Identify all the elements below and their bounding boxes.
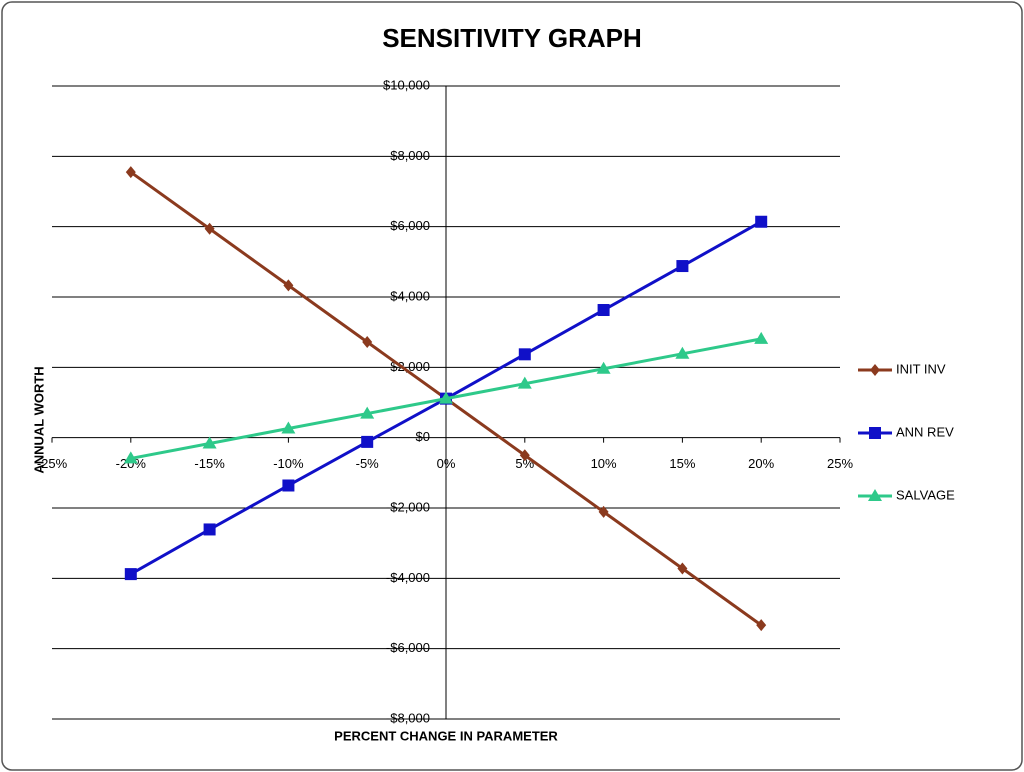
data-point [125, 166, 136, 179]
data-point [360, 406, 375, 419]
data-point [519, 449, 530, 462]
y-tick-label: $2,000 [390, 359, 430, 374]
data-point [596, 361, 611, 374]
y-tick-label: $0 [416, 429, 430, 444]
y-tick-label: -$8,000 [386, 710, 430, 725]
data-point [676, 260, 689, 273]
x-tick-label: 15% [669, 456, 695, 471]
data-point [756, 619, 767, 632]
legend-label: INIT INV [896, 361, 946, 376]
data-point [677, 562, 688, 575]
data-point [439, 391, 453, 404]
data-point [597, 304, 610, 317]
y-tick-label: $8,000 [390, 148, 430, 163]
data-point [517, 376, 532, 389]
x-tick-label: -15% [194, 456, 225, 471]
legend-marker [868, 489, 882, 501]
data-point [283, 279, 294, 292]
y-tick-label: -$6,000 [386, 640, 430, 655]
x-tick-label: 0% [437, 456, 456, 471]
x-tick-label: -5% [356, 456, 380, 471]
data-point [518, 348, 531, 361]
data-point [203, 523, 216, 536]
x-tick-label: 20% [748, 456, 774, 471]
y-tick-label: $10,000 [383, 77, 430, 92]
data-point [755, 215, 768, 228]
data-point [598, 505, 609, 518]
y-tick-label: -$2,000 [386, 499, 430, 514]
y-axis-title: ANNUAL WORTH [31, 366, 46, 473]
x-tick-label: 25% [827, 456, 853, 471]
legend-label: SALVAGE [896, 487, 955, 502]
x-tick-label: -25% [37, 456, 68, 471]
data-point [281, 421, 296, 434]
data-point [675, 346, 690, 359]
x-tick-label: -10% [273, 456, 304, 471]
y-tick-label: $6,000 [390, 218, 430, 233]
legend-label: ANN REV [896, 424, 954, 439]
data-point [362, 336, 373, 349]
y-tick-label: -$4,000 [386, 570, 430, 585]
data-point [124, 568, 137, 581]
y-tick-label: $4,000 [390, 288, 430, 303]
data-point [202, 436, 217, 449]
data-point [123, 451, 138, 464]
data-point [361, 435, 374, 448]
data-point [204, 222, 215, 235]
chart-title: SENSITIVITY GRAPH [382, 23, 642, 53]
x-tick-label: 10% [591, 456, 617, 471]
data-point [754, 331, 769, 344]
legend-marker [870, 364, 880, 376]
x-axis-title: PERCENT CHANGE IN PARAMETER [334, 728, 558, 743]
data-point [282, 479, 295, 492]
x-tick-label: -20% [116, 456, 147, 471]
legend-marker [869, 427, 881, 439]
